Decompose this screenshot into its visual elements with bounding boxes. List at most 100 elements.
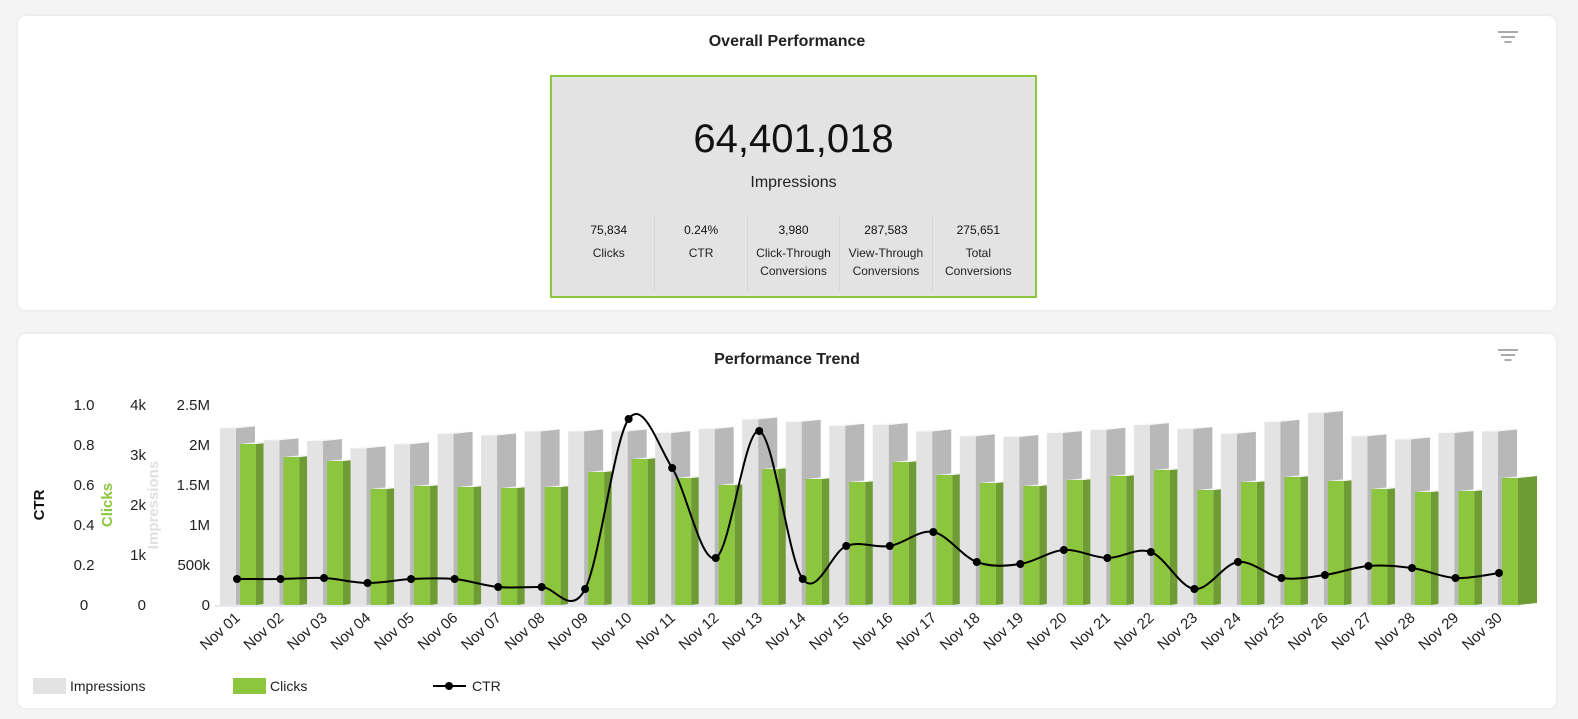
axis-title-ctr: CTR [31, 489, 48, 520]
clicks-bar-front [283, 457, 300, 605]
clicks-bar-front [1153, 470, 1170, 605]
metric-value: 287,583 [864, 223, 908, 237]
ctr-point [320, 574, 329, 582]
impressions-bar-front [568, 431, 585, 605]
metric-click-through-conversions: 3,980 Click-Through Conversions [748, 215, 841, 291]
impressions-kpi-box: 64,401,018 Impressions 75,834 Clicks 0.24… [550, 75, 1037, 298]
ctr-point [798, 575, 807, 583]
ctr-point [755, 427, 764, 435]
impressions-bar-front [1307, 413, 1324, 605]
axis-tick-label: 1M [189, 517, 210, 534]
clicks-bar-front [327, 461, 344, 605]
impressions-bar-front [307, 441, 324, 605]
ctr-point [1320, 571, 1329, 579]
metric-value: 275,651 [956, 223, 1001, 237]
impressions-bar-front [1220, 433, 1237, 605]
x-tick-label: Nov 11 [633, 609, 679, 653]
impressions-bar-top [1177, 427, 1213, 429]
x-tick-label: Nov 12 [676, 609, 723, 653]
impressions-bar-top [1046, 431, 1082, 433]
metric-label: View-Through Conversions [848, 246, 924, 278]
clicks-bar-front [1240, 482, 1257, 605]
metric-clicks: 75,834 Clicks [563, 215, 656, 291]
x-tick-label: Nov 23 [1154, 609, 1201, 653]
ctr-point [1364, 562, 1373, 570]
metric-value: 75,834 [590, 223, 628, 237]
impressions-bar-front [350, 448, 367, 605]
clicks-bar-top [1502, 476, 1537, 478]
ctr-point [1451, 574, 1460, 582]
impressions-bar-top [959, 434, 995, 437]
ctr-point [624, 415, 633, 423]
clicks-bar-front [588, 472, 605, 605]
impressions-value: 64,401,018 [693, 117, 894, 161]
impressions-bar-top [568, 429, 604, 432]
clicks-bar [1502, 476, 1537, 605]
clicks-bar-front [718, 485, 735, 605]
ctr-point [1146, 548, 1155, 556]
impressions-bar-front [1394, 439, 1411, 605]
impressions-bar-top [1438, 431, 1474, 433]
legend-label: Impressions [70, 678, 146, 694]
metric-ctr: 0.24% CTR [655, 215, 748, 291]
x-tick-label: Nov 06 [415, 609, 462, 653]
x-tick-label: Nov 27 [1328, 609, 1375, 653]
impressions-label: Impressions [750, 174, 837, 191]
impressions-bar-front [655, 433, 672, 605]
impressions-bar-front [698, 429, 715, 605]
impressions-bar-top [437, 431, 473, 434]
clicks-bar-front [1414, 492, 1431, 605]
impressions-bar-top [1482, 429, 1517, 432]
ctr-point [711, 554, 720, 562]
impressions-bar-front [1046, 433, 1063, 605]
impressions-bar-front [1090, 429, 1107, 605]
legend-label: Clicks [270, 678, 308, 694]
impressions-bar-front [1438, 433, 1455, 605]
ctr-point [1190, 585, 1199, 593]
impressions-bar-front [1177, 429, 1194, 605]
axis-tick-label: 0 [202, 597, 210, 614]
x-tick-label: Nov 09 [545, 609, 592, 653]
x-tick-label: Nov 22 [1111, 609, 1158, 653]
impressions-bar-top [829, 423, 865, 426]
ctr-point [494, 583, 503, 591]
impressions-bar-front [742, 419, 759, 605]
performance-trend-title: Performance Trend [714, 351, 860, 368]
impressions-bar-top [872, 423, 908, 425]
axis-tick-label: 0.4 [74, 517, 95, 534]
ctr-point [1407, 564, 1416, 572]
filter-icon[interactable] [1498, 349, 1518, 363]
ctr-point [668, 464, 677, 472]
clicks-bar-front [936, 475, 953, 605]
impressions-bar-front [785, 421, 802, 605]
ctr-point [1059, 546, 1068, 554]
impressions-bar-top [742, 417, 778, 420]
ctr-point [450, 575, 459, 583]
axis-tick-label: 1.0 [74, 397, 95, 414]
clicks-bar-side [1518, 476, 1537, 605]
legend-item-ctr[interactable]: CTR [433, 678, 501, 694]
axis-tick-label: 2M [189, 437, 210, 454]
metric-value: 0.24% [684, 223, 719, 237]
metric-label: Clicks [592, 246, 625, 260]
clicks-bar-front [675, 478, 692, 605]
impressions-bar-front [872, 425, 889, 605]
filter-icon[interactable] [1498, 31, 1518, 45]
clicks-bar-front [1110, 476, 1127, 605]
axis-tick-label: 0.2 [74, 557, 95, 574]
clicks-bar-front [370, 489, 387, 605]
legend-item-clicks[interactable]: Clicks [233, 678, 307, 694]
metric-label: CTR [688, 246, 714, 260]
impressions-bar-front [1003, 437, 1020, 605]
impressions-bar-top [698, 427, 734, 429]
impressions-bar-front [524, 431, 541, 605]
ctr-point [1233, 558, 1242, 566]
impressions-bar-front [959, 436, 976, 605]
legend-item-impressions[interactable]: Impressions [33, 678, 145, 694]
x-tick-label: Nov 08 [502, 609, 549, 653]
impressions-bar-front [437, 433, 454, 605]
clicks-bar-front [1284, 477, 1301, 605]
axis-tick-label: 4k [130, 397, 146, 414]
ctr-point [363, 579, 372, 587]
clicks-bar-front [1458, 491, 1475, 605]
